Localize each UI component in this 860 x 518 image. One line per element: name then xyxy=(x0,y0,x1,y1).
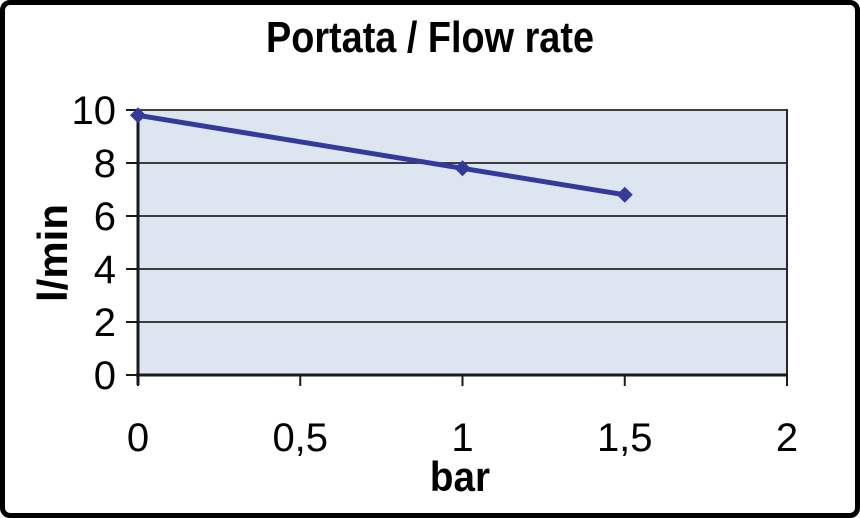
x-tick-label: 1,5 xyxy=(597,416,653,460)
x-axis-label: bar xyxy=(429,453,491,500)
y-tick-label: 6 xyxy=(94,195,116,239)
plot-background xyxy=(138,110,787,375)
x-tick-label: 0 xyxy=(127,416,149,460)
y-axis-label: l/min xyxy=(29,203,76,303)
data-point-marker xyxy=(130,107,146,124)
y-tick-label: 2 xyxy=(94,301,116,345)
x-tick-label: 0,5 xyxy=(272,416,328,460)
x-tick-label: 2 xyxy=(776,416,798,460)
data-point-marker xyxy=(454,160,471,177)
plot-area: 0 2 4 6 8 10 0 0,5 1 1,5 2 xyxy=(72,89,799,460)
y-tick-label: 10 xyxy=(72,89,117,133)
x-tick-label: 1 xyxy=(451,416,473,460)
y-tick-label: 8 xyxy=(94,142,116,186)
y-tick-label: 4 xyxy=(94,248,116,292)
data-point-marker xyxy=(616,186,633,203)
chart-title: Portata / Flow rate xyxy=(265,13,595,62)
y-tick-label: 0 xyxy=(94,354,116,398)
